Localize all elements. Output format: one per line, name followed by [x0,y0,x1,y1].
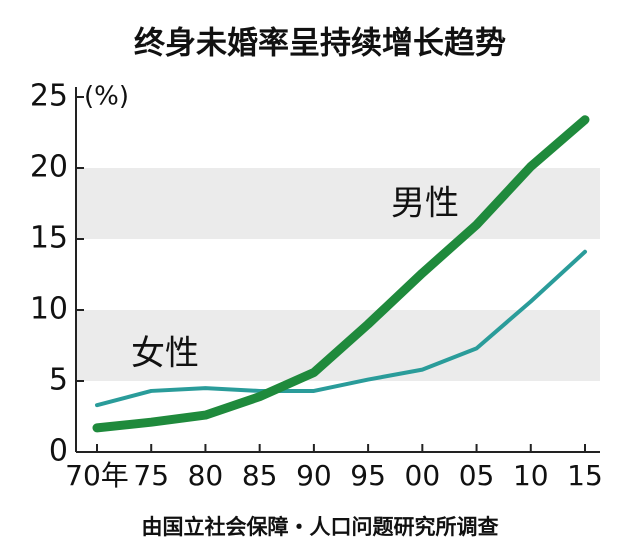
x-tick-label: 05 [459,459,495,492]
x-tick-label: 95 [350,459,386,492]
y-tick-label: 20 [30,150,68,185]
series-line [92,115,590,433]
series-label: 女性 [131,334,199,374]
x-tick-label: 80 [188,459,224,492]
x-tick-label: 90 [296,459,332,492]
x-tick-label: 85 [242,459,278,492]
x-tick-label: 75 [133,459,169,492]
source: 由国立社会保障・人口问题研究所调查 [142,515,499,539]
y-tick-label: 5 [49,363,68,398]
x-tick-label: 10 [513,459,549,492]
y-tick-label: 15 [30,221,68,256]
x-tick-label: 70年 [65,459,129,492]
y-tick-label: 10 [30,292,68,327]
x-tick-label: 00 [405,459,441,492]
series-line [95,249,587,408]
chart-title: 终身未婚率呈持续增长趋势 [134,26,506,62]
series-label: 男性 [391,184,459,224]
x-tick-label: 15 [567,459,603,492]
y-unit: (%) [84,82,129,112]
y-tick-label: 25 [30,79,68,114]
y-tick-label: 0 [49,434,68,469]
